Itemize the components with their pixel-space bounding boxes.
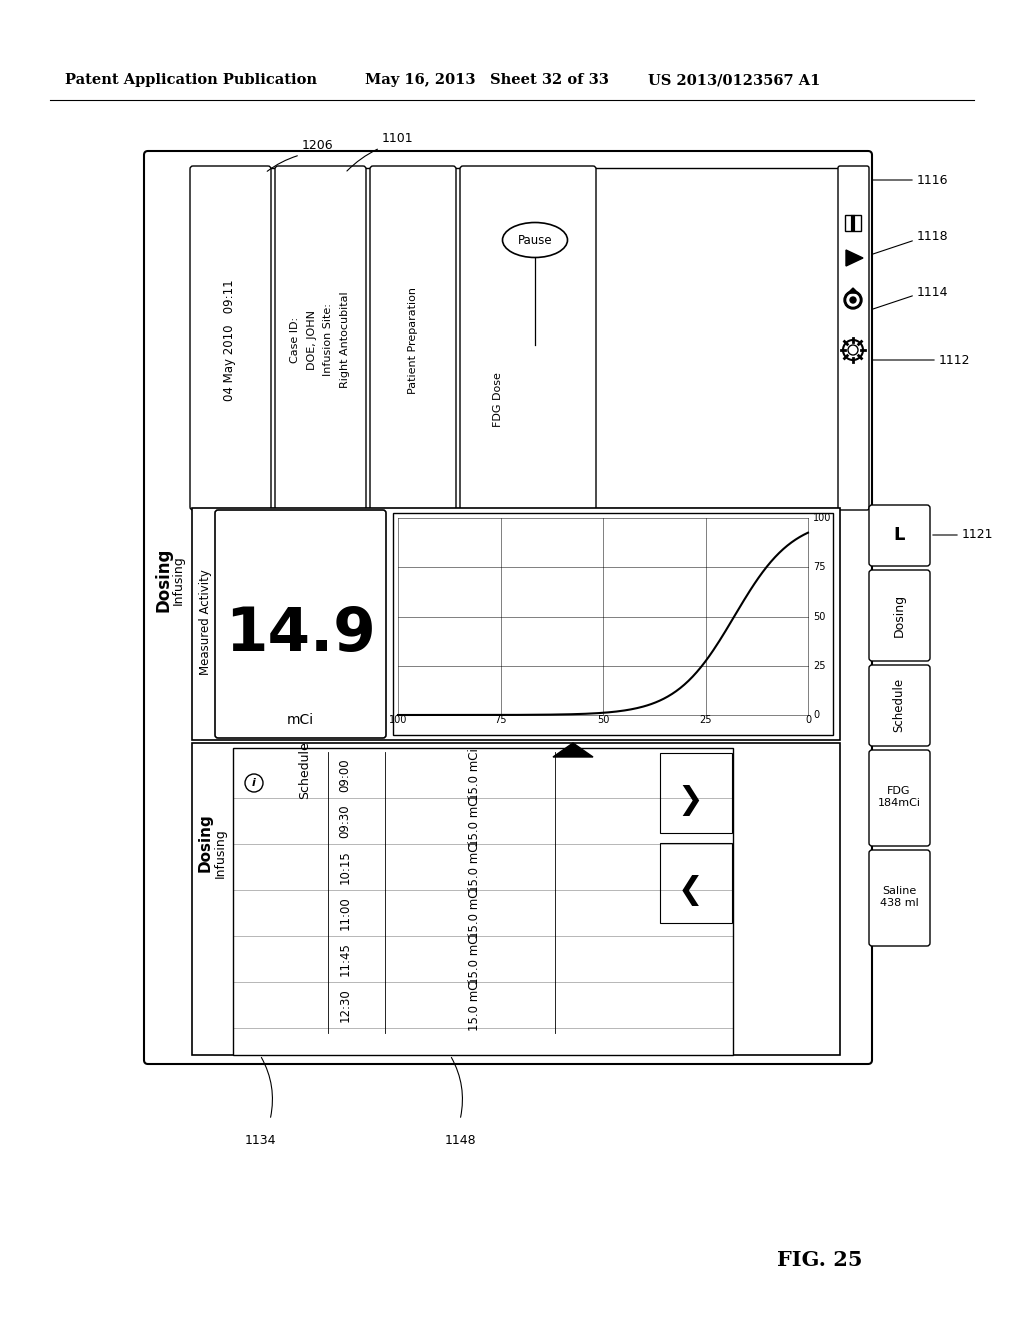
Bar <box>193 743 840 1055</box>
Text: 04 May 2010   09:11: 04 May 2010 09:11 <box>223 280 237 401</box>
FancyBboxPatch shape <box>869 850 930 946</box>
Text: 15.0 mCi: 15.0 mCi <box>469 887 481 940</box>
Text: ❮: ❮ <box>677 874 702 906</box>
Text: 15.0 mCi: 15.0 mCi <box>469 795 481 847</box>
Circle shape <box>847 294 859 306</box>
Bar <box>233 748 733 1055</box>
Text: 1134: 1134 <box>245 1134 275 1147</box>
Text: 50: 50 <box>597 715 609 725</box>
Text: Patient Preparation: Patient Preparation <box>408 286 418 393</box>
Bar <box>845 215 861 231</box>
FancyBboxPatch shape <box>215 510 386 738</box>
Text: Infusing: Infusing <box>213 828 226 878</box>
Text: Pause: Pause <box>518 234 552 247</box>
Text: May 16, 2013: May 16, 2013 <box>365 73 475 87</box>
Text: Schedule: Schedule <box>893 678 905 733</box>
Text: 50: 50 <box>813 611 825 622</box>
Text: Measured Activity: Measured Activity <box>199 569 212 675</box>
FancyBboxPatch shape <box>869 506 930 566</box>
FancyBboxPatch shape <box>869 570 930 661</box>
Bar <box>193 508 840 741</box>
Circle shape <box>844 290 862 309</box>
Text: L: L <box>893 525 904 544</box>
FancyBboxPatch shape <box>460 166 596 510</box>
Text: 15.0 mCi: 15.0 mCi <box>469 748 481 801</box>
Text: 25: 25 <box>813 661 825 671</box>
Text: 0: 0 <box>805 715 811 725</box>
Text: 1101: 1101 <box>382 132 414 145</box>
Ellipse shape <box>503 223 567 257</box>
Text: FDG
184mCi: FDG 184mCi <box>878 787 921 808</box>
Polygon shape <box>553 743 593 756</box>
Text: 100: 100 <box>389 715 408 725</box>
Text: 15.0 mCi: 15.0 mCi <box>469 978 481 1031</box>
FancyBboxPatch shape <box>144 150 872 1064</box>
Text: Dosing: Dosing <box>154 548 172 612</box>
Text: FIG. 25: FIG. 25 <box>777 1250 863 1270</box>
Text: Infusing: Infusing <box>171 556 184 605</box>
Text: 1121: 1121 <box>962 528 993 541</box>
Text: 100: 100 <box>813 513 831 523</box>
Text: 1114: 1114 <box>918 285 948 298</box>
Text: Patent Application Publication: Patent Application Publication <box>65 73 317 87</box>
Text: 1206: 1206 <box>302 139 334 152</box>
Text: i: i <box>252 777 256 788</box>
Bar <box>660 752 732 833</box>
Text: 75: 75 <box>813 562 825 573</box>
Text: 15.0 mCi: 15.0 mCi <box>469 932 481 986</box>
Text: 11:00: 11:00 <box>339 896 351 929</box>
Text: 09:30: 09:30 <box>339 804 351 838</box>
Text: Schedule: Schedule <box>299 741 311 799</box>
Bar <box>660 843 732 923</box>
Text: 0: 0 <box>813 710 819 719</box>
FancyBboxPatch shape <box>190 166 271 510</box>
Bar <box>193 168 840 508</box>
Text: Saline
438 ml: Saline 438 ml <box>880 886 919 908</box>
Circle shape <box>850 297 856 304</box>
Text: 1118: 1118 <box>918 231 948 243</box>
FancyBboxPatch shape <box>838 166 869 510</box>
Polygon shape <box>846 249 863 267</box>
Text: 1112: 1112 <box>939 354 971 367</box>
Text: 11:45: 11:45 <box>339 942 351 975</box>
Text: 75: 75 <box>495 715 507 725</box>
Text: FDG Dose: FDG Dose <box>493 372 503 428</box>
FancyBboxPatch shape <box>275 166 366 510</box>
Text: Sheet 32 of 33: Sheet 32 of 33 <box>490 73 609 87</box>
Text: 1116: 1116 <box>918 173 948 186</box>
Text: 25: 25 <box>699 715 712 725</box>
Text: mCi: mCi <box>287 713 313 727</box>
Text: 15.0 mCi: 15.0 mCi <box>469 841 481 894</box>
Text: US 2013/0123567 A1: US 2013/0123567 A1 <box>648 73 820 87</box>
FancyBboxPatch shape <box>869 750 930 846</box>
Text: 10:15: 10:15 <box>339 850 351 884</box>
Text: 14.9: 14.9 <box>224 606 376 664</box>
Text: 12:30: 12:30 <box>339 989 351 1022</box>
Text: Dosing: Dosing <box>198 813 213 873</box>
FancyBboxPatch shape <box>370 166 456 510</box>
Text: ❯: ❯ <box>677 784 702 816</box>
Text: 1148: 1148 <box>444 1134 476 1147</box>
Text: Case ID:
DOE, JOHN
Infusion Site:
Right Antocubital: Case ID: DOE, JOHN Infusion Site: Right … <box>291 292 349 388</box>
Text: 09:00: 09:00 <box>339 758 351 792</box>
Bar <box>393 513 833 735</box>
Text: Dosing: Dosing <box>893 594 905 636</box>
FancyBboxPatch shape <box>869 665 930 746</box>
Polygon shape <box>848 288 858 293</box>
